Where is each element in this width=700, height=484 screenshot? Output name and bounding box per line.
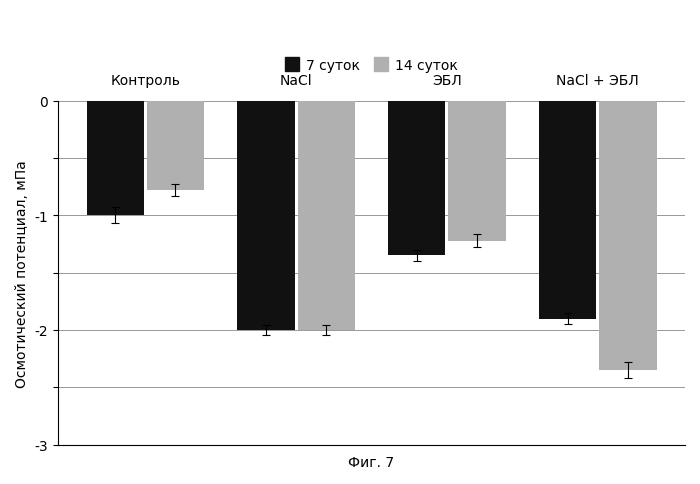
- Text: Контроль: Контроль: [111, 74, 181, 88]
- Text: NaCl: NaCl: [280, 74, 312, 88]
- Bar: [237, 102, 295, 330]
- Bar: [599, 102, 657, 370]
- Bar: [147, 102, 204, 191]
- Bar: [87, 102, 144, 216]
- Text: NaCl + ЭБЛ: NaCl + ЭБЛ: [556, 74, 639, 88]
- Legend: 7 суток, 14 суток: 7 суток, 14 суток: [280, 54, 463, 78]
- X-axis label: Фиг. 7: Фиг. 7: [349, 455, 395, 469]
- Bar: [298, 102, 355, 330]
- Y-axis label: Осмотический потенциал, мПа: Осмотический потенциал, мПа: [15, 159, 29, 387]
- Bar: [539, 102, 596, 319]
- Bar: [388, 102, 445, 256]
- Text: ЭБЛ: ЭБЛ: [432, 74, 462, 88]
- Bar: [449, 102, 505, 241]
